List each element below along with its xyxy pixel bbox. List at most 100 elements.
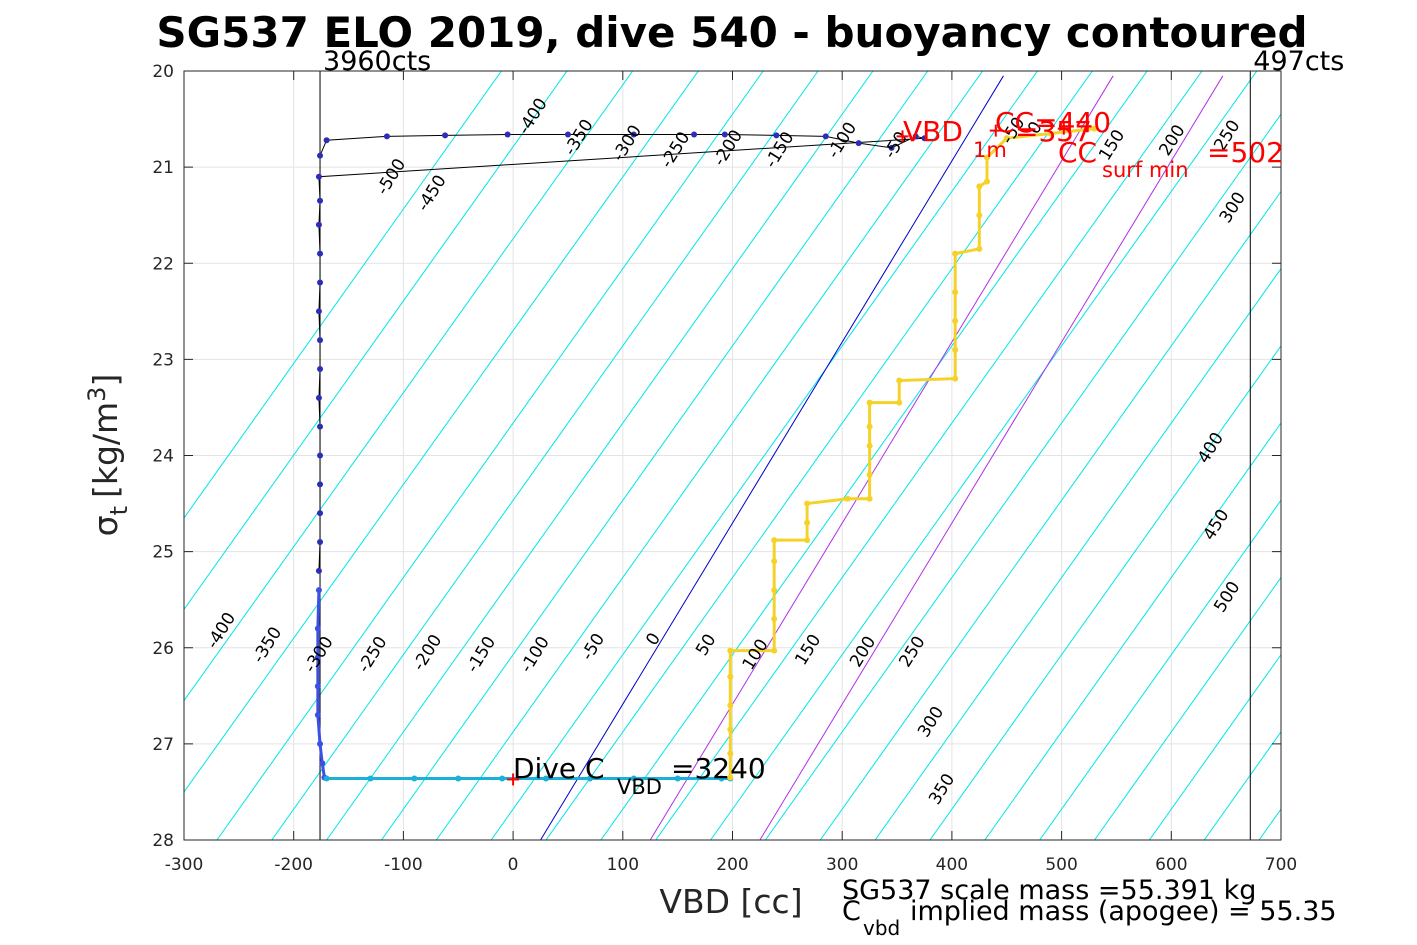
series-point-climb — [984, 178, 991, 185]
cc-annotation: CC=440 — [995, 106, 1111, 139]
series-point-climb — [1003, 135, 1010, 142]
x-tick-label: 0 — [508, 855, 519, 875]
series-point-apogee — [317, 740, 324, 747]
series-point-climb — [952, 346, 959, 353]
x-tick-label: 200 — [716, 855, 748, 875]
svg-text:σt[kg/m3]: σt [kg/m3] — [83, 374, 133, 537]
series-line-apogee — [316, 590, 326, 778]
series-point-dive — [315, 221, 322, 228]
series-point-dive — [855, 140, 862, 147]
y-tick-label: 24 — [152, 447, 174, 467]
contour-line — [655, 71, 1203, 840]
series-point-bottom — [718, 775, 725, 782]
dive-cvbd-value: =3240 — [671, 752, 766, 785]
series-point-climb — [1047, 130, 1054, 137]
contour-line — [819, 190, 1281, 840]
contour-line — [759, 75, 1224, 840]
series-line-dive — [318, 133, 925, 571]
contour-line — [540, 75, 1004, 840]
series-point-dive — [888, 144, 895, 151]
series-point-apogee — [314, 683, 321, 690]
contour-line — [381, 71, 929, 840]
contour-line — [1094, 576, 1281, 840]
contour-line — [545, 71, 1093, 840]
vbd-1m-value: =357 — [1015, 115, 1092, 148]
cc-surf-value: =502 — [1207, 136, 1284, 169]
series-point-climb — [896, 399, 903, 406]
y-tick-label: 23 — [152, 350, 174, 370]
series-point-bottom — [323, 775, 330, 782]
data-series — [314, 125, 1098, 782]
series-point-dive — [317, 250, 324, 257]
y-tick-label: 27 — [152, 735, 174, 755]
x-tick-label: 700 — [1265, 855, 1297, 875]
series-point-bottom — [674, 775, 681, 782]
contour-line — [216, 71, 764, 840]
contour-line — [184, 71, 634, 701]
vbd-1m-prefix: VBD — [903, 115, 963, 148]
contour-line — [984, 422, 1281, 840]
series-point-dive — [383, 133, 390, 140]
series-point-bottom — [586, 775, 593, 782]
contour-line — [765, 113, 1281, 840]
grid-lines — [184, 71, 1281, 840]
series-point-climb — [1091, 125, 1098, 132]
y-tick-label: 21 — [152, 158, 174, 178]
series-point-climb — [771, 587, 778, 594]
count-line-label: 3960cts — [323, 46, 431, 77]
dive-cvbd-annotation: Dive C VBD =3240 — [513, 752, 766, 799]
y-axis-label-unit-close: ] — [86, 374, 125, 387]
contour-line — [649, 75, 1114, 840]
series-point-climb — [976, 183, 983, 190]
series-point-dive — [721, 131, 728, 138]
contour-line — [184, 71, 568, 610]
implied-mass-note: C vbd implied mass (apogee) = 55.35 — [842, 896, 1337, 940]
series-point-climb — [771, 647, 778, 654]
axis-ticks: -300 -200 -100 0 100 200 300 400 500 600 700 20 21 22… — [152, 62, 1297, 875]
contour-line — [1314, 71, 1417, 840]
series-point-dive — [317, 481, 324, 488]
series-point-dive — [315, 394, 322, 401]
series-point-climb — [866, 495, 873, 502]
series-point-climb — [727, 750, 734, 757]
x-tick-label: 100 — [607, 855, 639, 875]
x-tick-label: -300 — [165, 855, 204, 875]
x-axis-label: VBD [cc] — [659, 882, 802, 921]
count-line-label: 497cts — [1253, 46, 1344, 77]
contour-line — [435, 71, 984, 840]
series-point-dive — [317, 539, 324, 546]
y-axis-label-unit-sup: 3 — [83, 387, 111, 402]
series-point-apogee — [314, 625, 321, 632]
series-point-dive — [315, 567, 322, 574]
series-point-dive — [921, 135, 928, 142]
count-lines: 3960cts 497cts — [319, 46, 1344, 840]
contour-line — [1148, 653, 1281, 840]
contour-line — [1039, 499, 1281, 840]
series-point-climb — [866, 442, 873, 449]
x-tick-label: 600 — [1155, 855, 1187, 875]
contour-line — [326, 71, 874, 840]
series-point-climb — [804, 519, 811, 526]
y-axis-label-unit: [kg/m — [86, 402, 125, 498]
series-point-dive — [822, 133, 829, 140]
series-point-dive — [315, 173, 322, 180]
series-point-climb — [866, 423, 873, 430]
series-point-climb — [844, 495, 851, 502]
series-point-dive — [564, 131, 571, 138]
contour-lines — [184, 71, 1417, 840]
series-point-apogee — [314, 654, 321, 661]
series-point-climb — [771, 615, 778, 622]
cc-surf-prefix: CC — [1058, 136, 1097, 169]
series-point-climb — [976, 245, 983, 252]
svg-text:VBD: VBD — [903, 115, 963, 148]
series-point-bottom — [455, 775, 462, 782]
x-tick-label: 500 — [1045, 855, 1077, 875]
markers — [507, 122, 1070, 786]
series-point-dive — [317, 510, 324, 517]
series-point-climb — [866, 399, 873, 406]
contour-line — [929, 345, 1281, 840]
y-tick-label: 26 — [152, 639, 174, 659]
series-point-climb — [727, 702, 734, 709]
vbd-1m-annotation: VBD 1m =357 — [903, 115, 1092, 162]
contour-line — [874, 267, 1281, 840]
